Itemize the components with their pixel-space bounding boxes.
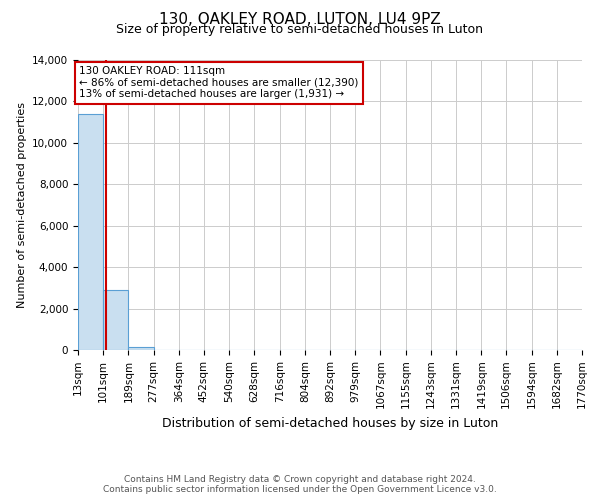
Text: 130, OAKLEY ROAD, LUTON, LU4 9PZ: 130, OAKLEY ROAD, LUTON, LU4 9PZ (159, 12, 441, 28)
Bar (128, 347, 154, 350)
Bar (103, 290, 128, 350)
Bar (78, 114, 103, 350)
X-axis label: Distribution of semi-detached houses by size in Luton: Distribution of semi-detached houses by … (162, 417, 498, 430)
Text: 130 OAKLEY ROAD: 111sqm
← 86% of semi-detached houses are smaller (12,390)
13% o: 130 OAKLEY ROAD: 111sqm ← 86% of semi-de… (79, 66, 359, 100)
Text: Contains HM Land Registry data © Crown copyright and database right 2024.
Contai: Contains HM Land Registry data © Crown c… (103, 474, 497, 494)
Text: Size of property relative to semi-detached houses in Luton: Size of property relative to semi-detach… (116, 22, 484, 36)
Y-axis label: Number of semi-detached properties: Number of semi-detached properties (17, 102, 26, 308)
